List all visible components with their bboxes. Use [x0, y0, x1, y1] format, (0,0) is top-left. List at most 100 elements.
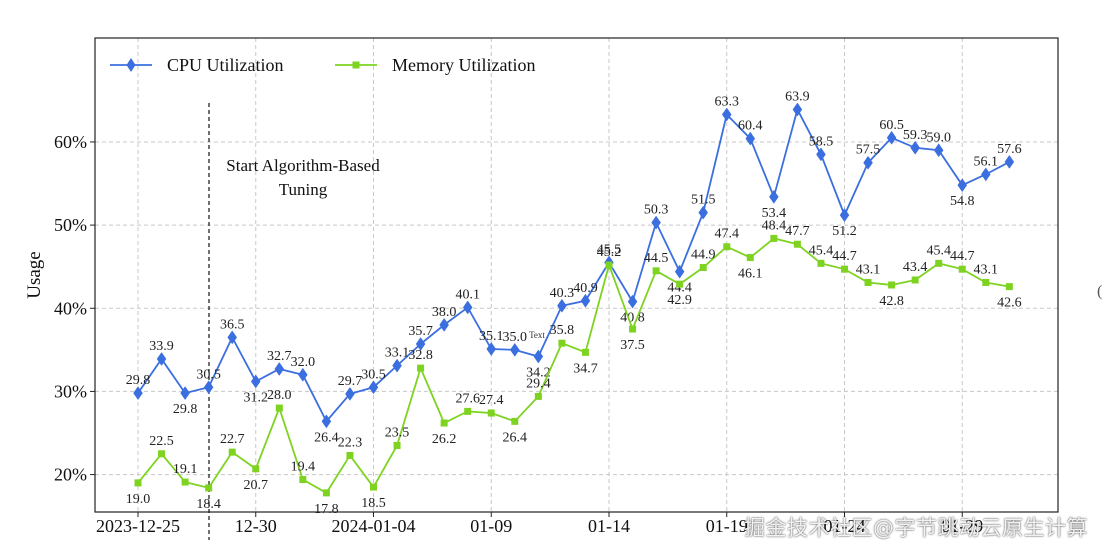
- data-label: 30.5: [196, 367, 221, 382]
- data-point: [322, 489, 330, 497]
- data-point: [275, 404, 283, 412]
- data-point: [487, 409, 495, 417]
- data-point: [298, 367, 308, 382]
- data-point: [321, 414, 332, 429]
- data-label: 40.9: [573, 281, 598, 296]
- data-point: [816, 147, 826, 162]
- data-point: [133, 386, 143, 401]
- data-point: [1005, 283, 1013, 291]
- data-point: [933, 143, 944, 158]
- data-label: 54.8: [950, 194, 975, 209]
- data-label: 47.7: [785, 224, 810, 239]
- data-label: 57.6: [997, 142, 1022, 157]
- data-point: [676, 280, 684, 288]
- data-point: [228, 448, 236, 456]
- data-point: [181, 478, 189, 486]
- data-label: 18.4: [196, 497, 221, 512]
- x-tick-label: 2024-01-04: [332, 516, 416, 536]
- data-point: [652, 267, 660, 275]
- annotation-text-line-1: Start Algorithm-Based: [226, 156, 380, 175]
- y-axis-label: Usage: [24, 251, 45, 298]
- x-tick-label: 01-19: [706, 516, 748, 536]
- data-point: [370, 483, 377, 491]
- data-label: 37.5: [620, 338, 645, 353]
- data-label: 22.5: [149, 434, 174, 449]
- data-label: 50.3: [644, 203, 669, 218]
- data-label: 32.8: [408, 348, 433, 363]
- data-point: [769, 189, 779, 204]
- data-label: 34.2: [526, 365, 551, 380]
- data-label: 59.0: [926, 130, 951, 145]
- data-point: [839, 208, 850, 223]
- data-point: [250, 374, 261, 389]
- data-label: 44.9: [691, 248, 716, 263]
- data-point: [134, 479, 142, 487]
- data-point: [770, 234, 778, 242]
- data-label: 53.4: [762, 206, 787, 221]
- data-label: 26.2: [432, 432, 457, 447]
- data-label: 35.8: [550, 323, 575, 338]
- data-label: 43.1: [974, 262, 999, 277]
- data-point: [723, 243, 731, 251]
- data-label: 42.8: [879, 294, 904, 309]
- data-point: [864, 278, 872, 286]
- plot-frame: [94, 37, 1059, 513]
- data-point: [886, 130, 897, 145]
- y-tick-label: 20%: [54, 465, 87, 485]
- data-label: 19.0: [126, 492, 151, 507]
- data-label: 34.7: [573, 361, 598, 376]
- data-label: 59.3: [903, 128, 928, 143]
- data-label: 46.1: [738, 267, 763, 282]
- data-label: 38.0: [432, 305, 457, 320]
- data-point: [415, 337, 426, 351]
- data-label: 42.9: [667, 293, 692, 308]
- legend-marker-memory: [352, 61, 360, 69]
- data-label: 26.4: [503, 430, 528, 445]
- data-label: 19.4: [291, 460, 316, 475]
- data-label: 40.3: [550, 286, 575, 301]
- data-label: 45.4: [809, 243, 834, 258]
- x-axis: 2023-12-25 12-30 2024-01-04 01-09 01-14 01-19…: [96, 512, 983, 536]
- y-tick-label: 40%: [54, 298, 87, 318]
- data-point: [509, 342, 520, 357]
- data-point: [651, 215, 661, 230]
- data-point: [935, 259, 943, 267]
- data-point: [274, 362, 285, 376]
- data-label: 30.5: [361, 367, 386, 382]
- data-point: [486, 342, 497, 356]
- x-tick-label: 01-14: [588, 516, 630, 536]
- data-label: 35.7: [408, 324, 433, 339]
- data-point: [252, 465, 260, 473]
- data-point: [393, 441, 401, 449]
- y-tick-label: 30%: [54, 381, 87, 401]
- data-label: 26.4: [314, 430, 339, 445]
- data-label: 35.0: [503, 330, 528, 345]
- data-point: [605, 261, 613, 269]
- data-point: [863, 155, 873, 170]
- data-point: [910, 140, 920, 155]
- series-memory: 19.0 22.5 19.1 18.4 22.7 20.7 28.0 19.4 17.8 22.3…: [126, 218, 1022, 516]
- data-label: 36.5: [220, 317, 245, 332]
- data-point: [1004, 154, 1015, 169]
- data-label: 31.2: [244, 390, 269, 405]
- data-point: [721, 107, 732, 122]
- data-label: 44.5: [644, 251, 669, 266]
- series-line: [137, 237, 1010, 495]
- data-label: 20.7: [244, 478, 269, 493]
- data-point: [368, 380, 379, 395]
- data-label: 33.9: [149, 339, 174, 354]
- edge-artifact: (: [1097, 283, 1102, 300]
- data-label: 33.1: [385, 346, 410, 361]
- data-label: 43.4: [903, 260, 928, 275]
- data-point: [888, 281, 896, 289]
- data-point: [205, 484, 213, 492]
- data-label: 35.1: [479, 329, 504, 344]
- annotation: Start Algorithm-Based Tuning: [208, 103, 380, 540]
- data-label: 29.8: [173, 402, 198, 417]
- data-point: [841, 265, 848, 273]
- data-label: 45.2: [597, 245, 622, 260]
- data-label: 22.3: [338, 435, 363, 450]
- data-point: [462, 300, 473, 315]
- data-point: [511, 417, 519, 425]
